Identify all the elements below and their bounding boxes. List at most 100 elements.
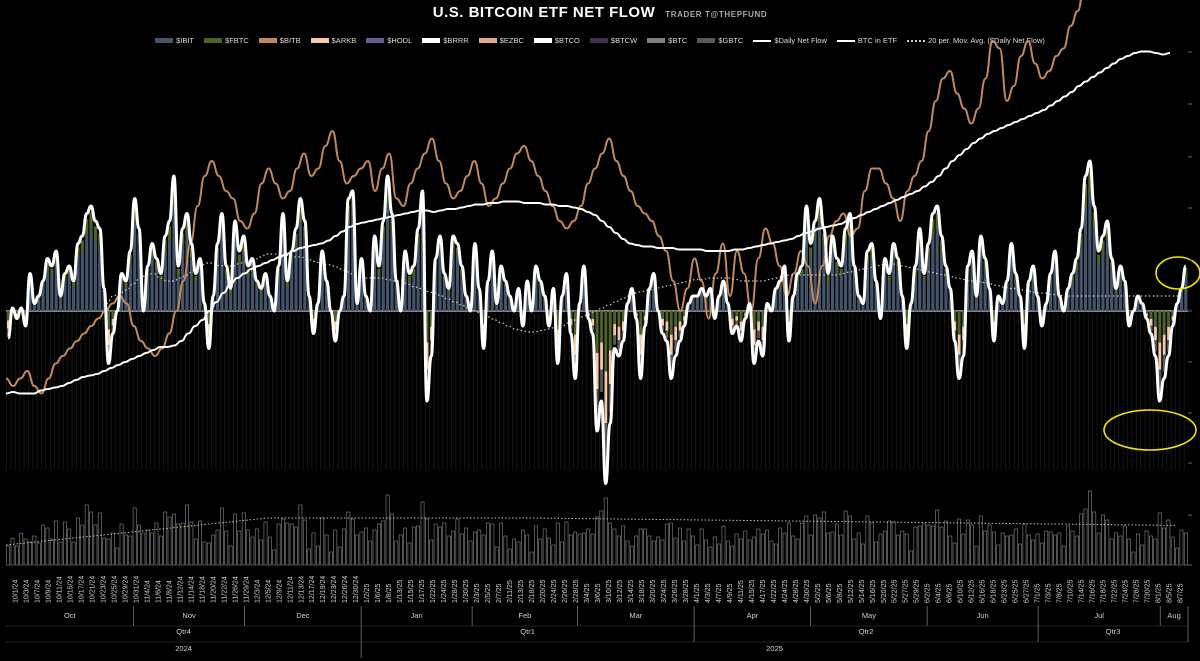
volume-bar: [1166, 519, 1171, 566]
bar-fbtc: [1079, 233, 1083, 247]
bar-arkb: [734, 316, 739, 321]
bar-gbtc: [333, 330, 337, 338]
legend-label: $BTC: [668, 36, 688, 45]
bar-ibit: [1005, 287, 1009, 311]
bar-fbtc: [1162, 311, 1166, 335]
x-tick-label: 2/7/25: [496, 583, 503, 603]
x-tick-label: 6/18/25: [991, 580, 998, 603]
bar-ibit: [839, 275, 843, 311]
bar-fbtc: [931, 219, 935, 235]
bar-arkb: [752, 329, 756, 346]
volume-bar: [36, 542, 41, 566]
volume-bar: [6, 545, 11, 566]
bar-ibit: [874, 287, 878, 311]
volume-bar: [913, 526, 918, 566]
bar-fbtc: [822, 233, 826, 247]
bar-ibit: [1101, 252, 1105, 311]
bar-fbtc: [870, 247, 874, 259]
bar-fbtc: [787, 311, 791, 322]
bar-ibit: [1031, 275, 1035, 311]
x-tick-label: 10/11/24: [57, 576, 64, 603]
volume-bar: [54, 520, 59, 566]
chart-title: U.S. BITCOIN ETF NET FLOW: [432, 4, 656, 21]
volume-bar: [948, 535, 953, 566]
bar-fbtc: [892, 247, 896, 259]
bar-ibit: [1136, 299, 1140, 311]
bar-gbtc: [1149, 325, 1153, 332]
bar-fbtc: [830, 240, 835, 253]
bar-ibit: [1140, 305, 1144, 311]
bar-fbtc: [761, 311, 765, 327]
volume-bar: [355, 534, 359, 566]
x-tick-label: 5/8/25: [837, 583, 844, 603]
month-label: Mar: [629, 611, 642, 620]
bar-fbtc: [839, 268, 843, 276]
legend-swatch: [753, 39, 772, 42]
volume-bar: [1170, 536, 1175, 566]
bar-ibit: [215, 258, 220, 311]
bar-fbtc: [835, 261, 839, 271]
bar-gbtc: [617, 340, 621, 352]
bar-ibit: [185, 234, 189, 311]
bar-ibit: [695, 299, 699, 311]
bar-gbtc: [1158, 369, 1162, 392]
bar-fbtc: [106, 311, 111, 330]
bar-fbtc: [416, 233, 420, 247]
bar-fbtc: [154, 261, 159, 271]
x-tick-label: 6/25/25: [1013, 579, 1020, 602]
x-tick-label: 8/7/25: [1178, 583, 1185, 603]
bar-arkb: [106, 329, 111, 346]
volume-bar: [19, 532, 24, 566]
volume-bar: [220, 507, 224, 566]
month-label: Nov: [182, 611, 196, 620]
bar-ibit: [630, 293, 634, 311]
volume-bar: [102, 537, 107, 566]
volume-bar: [368, 540, 373, 566]
bar-ibit: [80, 252, 84, 311]
volume-bar: [119, 523, 124, 566]
bar-fbtc: [1171, 311, 1175, 317]
x-tick-label: 12/3/24: [254, 580, 261, 603]
bar-ibit: [935, 229, 939, 311]
bar-fbtc: [682, 311, 686, 317]
bar-arkb: [1022, 324, 1027, 336]
x-tick-label: 1/8/25: [386, 583, 393, 603]
x-tick-label: 4/7/25: [716, 583, 723, 603]
bar-fbtc: [294, 233, 298, 247]
bar-fbtc: [386, 184, 390, 206]
bar-ibit: [1053, 264, 1057, 311]
volume-bar: [939, 526, 944, 566]
volume-bar: [272, 549, 277, 566]
volume-bar: [760, 533, 765, 566]
bar-fbtc: [695, 296, 699, 300]
bar-fbtc: [1014, 275, 1018, 282]
bar-ibit: [72, 287, 76, 311]
bar-ibit: [835, 270, 839, 311]
x-tick-label: 11/18/24: [199, 576, 206, 603]
bar-ibit: [28, 281, 32, 311]
bar-fbtc: [569, 311, 573, 319]
legend-swatch: [697, 38, 716, 43]
volume-bar: [224, 530, 229, 566]
volume-bar: [499, 522, 503, 566]
volume-bar: [215, 529, 220, 566]
volume-bar: [128, 535, 133, 566]
x-tick-label: 7/28/25: [1134, 579, 1141, 602]
bar-arkb: [599, 342, 603, 370]
bar-ibit: [372, 252, 377, 311]
volume-bar: [673, 537, 678, 566]
bar-ibit: [516, 293, 521, 311]
legend-item: 20 per. Mov. Avg. ($Daily Net Flow): [907, 36, 1045, 45]
x-tick-label: 7/18/25: [1101, 580, 1108, 603]
volume-bar: [664, 523, 669, 566]
volume-bar: [625, 540, 630, 566]
x-tick-label: 10/25/24: [111, 576, 118, 603]
bar-ibit: [85, 234, 89, 311]
bar-ibit: [246, 275, 250, 311]
volume-bar: [944, 520, 948, 566]
bar-arkb: [1153, 326, 1157, 341]
volume-bar: [211, 534, 216, 566]
x-tick-label: 4/17/25: [760, 580, 767, 603]
volume-bar: [551, 544, 556, 566]
bar-gbtc: [595, 389, 599, 419]
